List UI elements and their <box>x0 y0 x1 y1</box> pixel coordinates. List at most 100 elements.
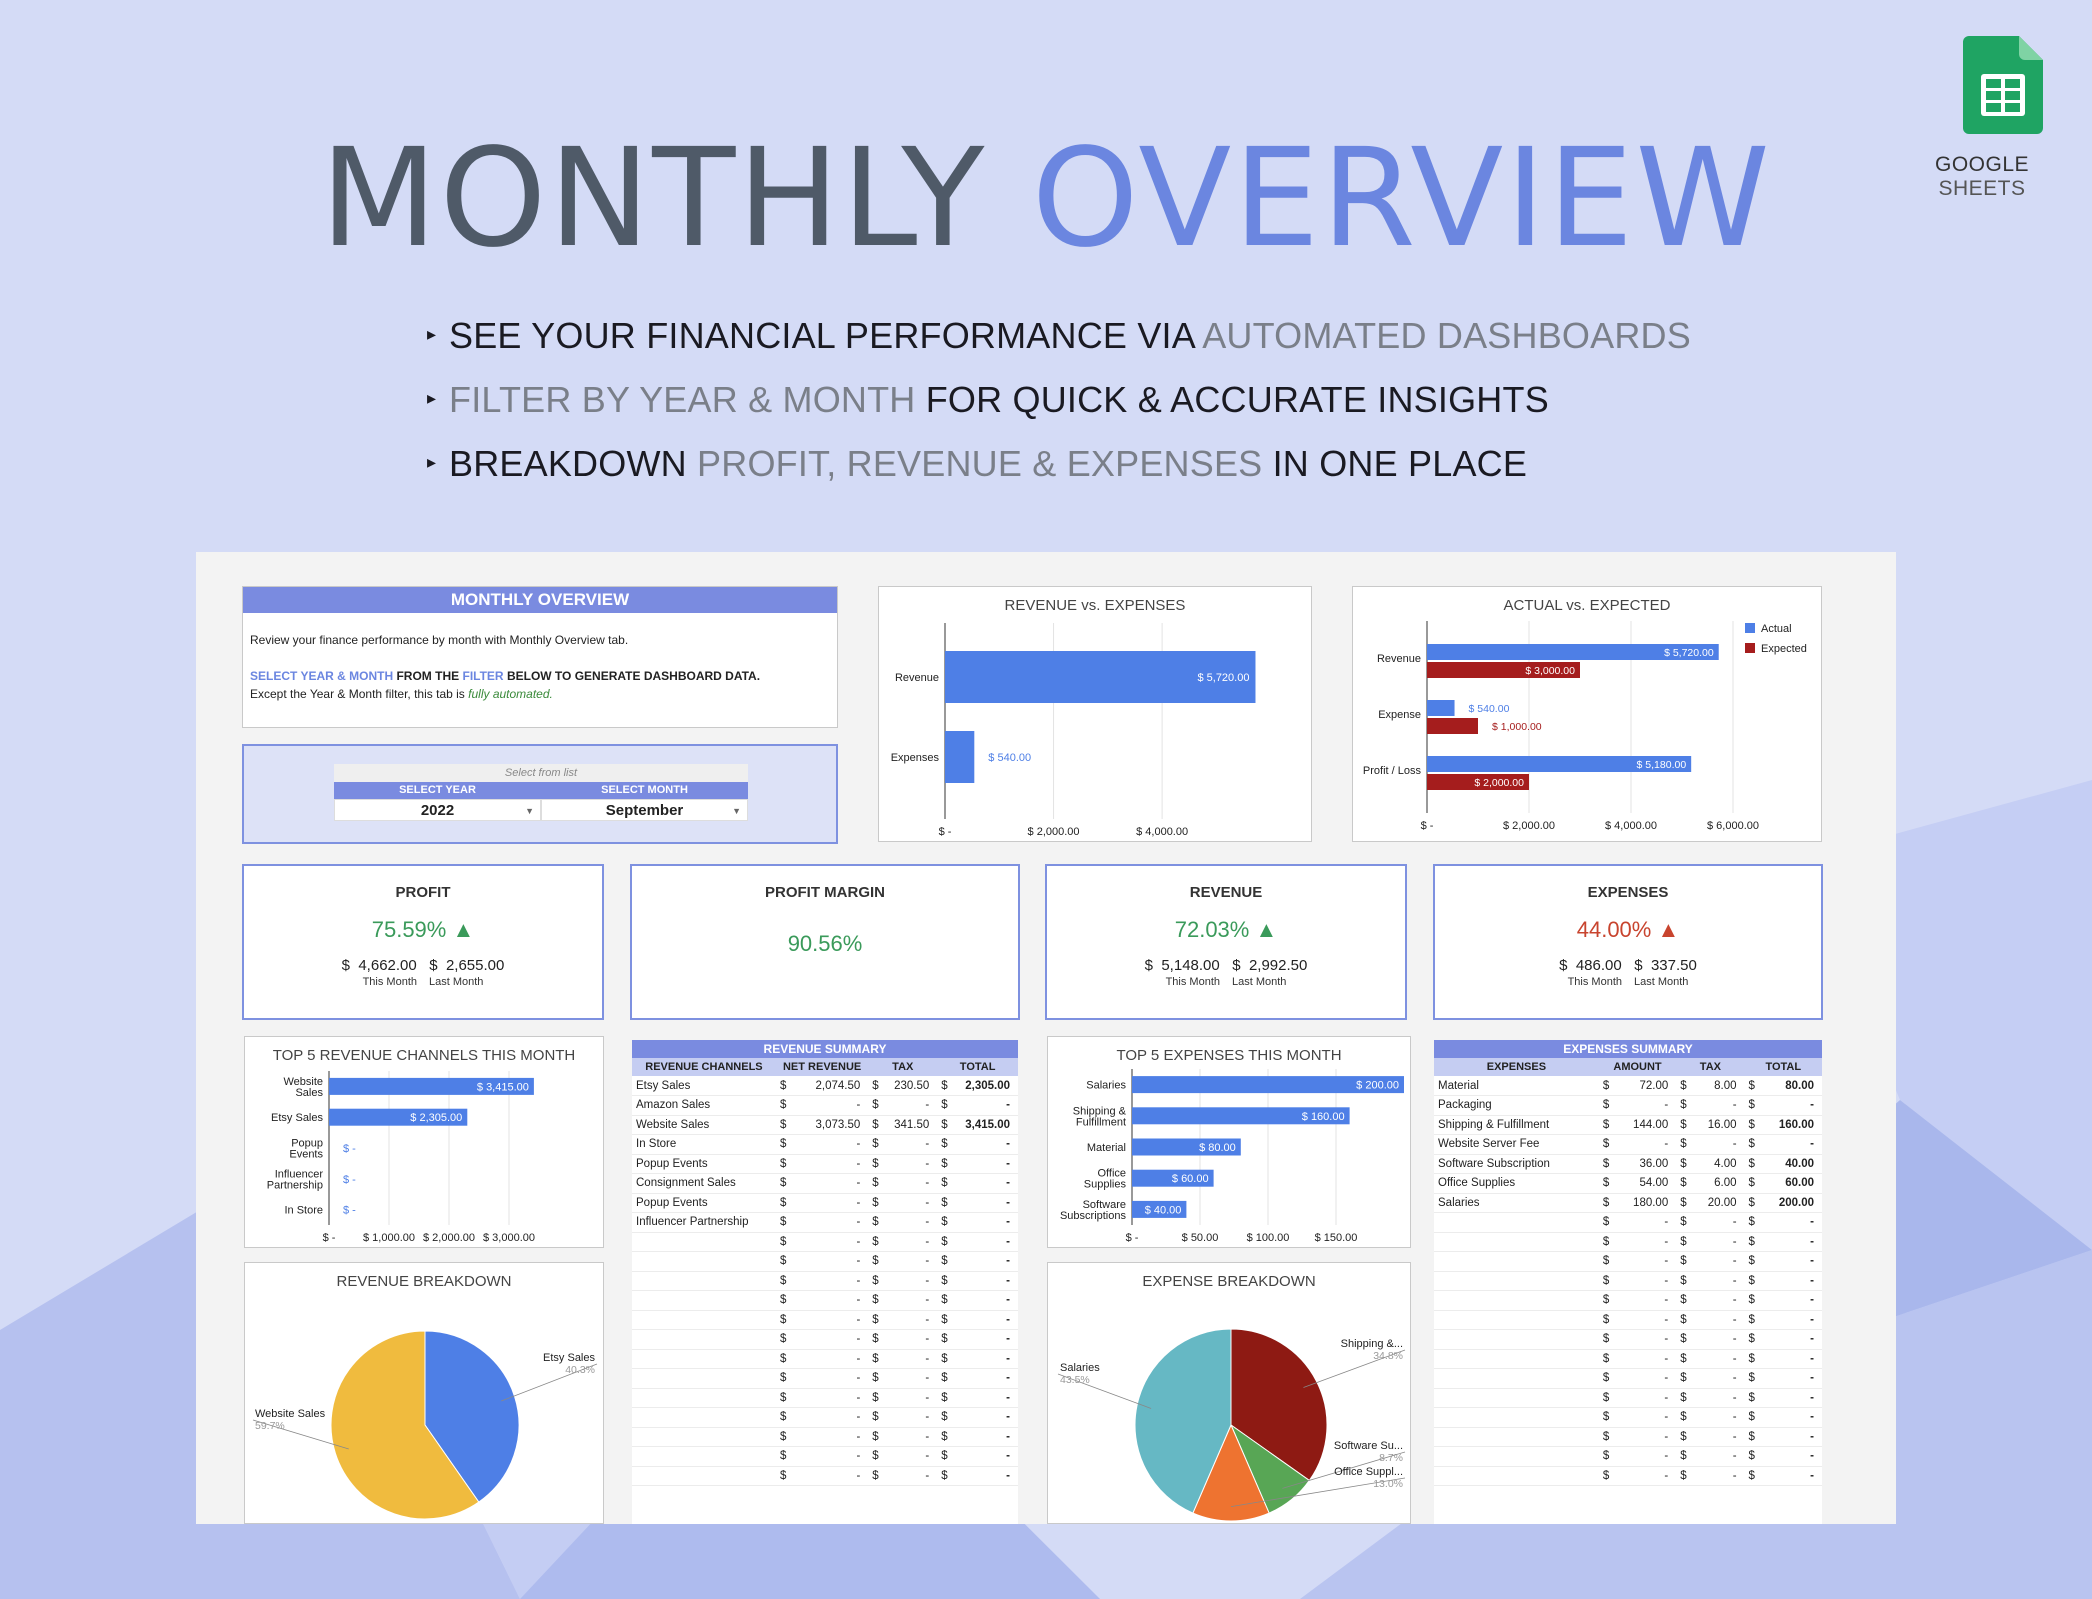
value-cell[interactable]: - <box>953 1212 1018 1233</box>
value-cell[interactable]: - <box>953 1290 1018 1311</box>
currency-cell[interactable]: $ <box>937 1368 954 1389</box>
value-cell[interactable]: - <box>953 1466 1018 1486</box>
row-label[interactable]: Popup Events <box>632 1193 776 1213</box>
currency-cell[interactable]: $ <box>868 1290 885 1311</box>
currency-cell[interactable]: $ <box>775 1076 792 1096</box>
value-cell[interactable]: - <box>953 1329 1018 1350</box>
value-cell[interactable]: - <box>884 1329 938 1350</box>
row-label[interactable]: Packaging <box>1434 1095 1599 1116</box>
month-dropdown[interactable]: September ▼ <box>541 799 748 821</box>
value-cell[interactable]: - <box>791 1407 869 1428</box>
currency-cell[interactable]: $ <box>1598 1173 1615 1194</box>
currency-cell[interactable]: $ <box>937 1427 954 1447</box>
currency-cell[interactable]: $ <box>1676 1251 1693 1272</box>
value-cell[interactable]: 144.00 <box>1614 1115 1677 1135</box>
row-label[interactable]: Website Server Fee <box>1434 1134 1599 1155</box>
value-cell[interactable]: 4.00 <box>1692 1154 1745 1174</box>
currency-cell[interactable]: $ <box>775 1329 792 1350</box>
value-cell[interactable]: - <box>791 1388 869 1408</box>
currency-cell[interactable]: $ <box>1598 1407 1615 1428</box>
currency-cell[interactable]: $ <box>868 1212 885 1233</box>
value-cell[interactable]: - <box>1614 1466 1677 1486</box>
value-cell[interactable]: - <box>884 1212 938 1233</box>
currency-cell[interactable]: $ <box>1598 1290 1615 1311</box>
currency-cell[interactable]: $ <box>937 1193 954 1213</box>
value-cell[interactable]: 160.00 <box>1760 1115 1822 1135</box>
row-label[interactable] <box>1434 1388 1599 1408</box>
currency-cell[interactable]: $ <box>1598 1251 1615 1272</box>
row-label[interactable]: Influencer Partnership <box>632 1212 776 1233</box>
currency-cell[interactable]: $ <box>868 1115 885 1135</box>
value-cell[interactable]: - <box>1760 1251 1822 1272</box>
value-cell[interactable]: 20.00 <box>1692 1193 1745 1213</box>
currency-cell[interactable]: $ <box>1598 1329 1615 1350</box>
value-cell[interactable]: - <box>884 1368 938 1389</box>
value-cell[interactable]: - <box>1692 1095 1745 1116</box>
value-cell[interactable]: 36.00 <box>1614 1154 1677 1174</box>
value-cell[interactable]: 80.00 <box>1760 1076 1822 1096</box>
row-label[interactable] <box>1434 1251 1599 1272</box>
value-cell[interactable]: - <box>791 1427 869 1447</box>
row-label[interactable] <box>632 1232 776 1252</box>
value-cell[interactable]: - <box>1760 1349 1822 1369</box>
value-cell[interactable]: - <box>1760 1271 1822 1291</box>
value-cell[interactable]: 40.00 <box>1760 1154 1822 1174</box>
currency-cell[interactable]: $ <box>1744 1388 1761 1408</box>
row-label[interactable]: Salaries <box>1434 1193 1599 1213</box>
value-cell[interactable]: - <box>1760 1232 1822 1252</box>
currency-cell[interactable]: $ <box>1676 1290 1693 1311</box>
value-cell[interactable]: - <box>884 1349 938 1369</box>
currency-cell[interactable]: $ <box>868 1193 885 1213</box>
value-cell[interactable]: - <box>884 1407 938 1428</box>
value-cell[interactable]: - <box>791 1446 869 1467</box>
value-cell[interactable]: 2,305.00 <box>953 1076 1018 1096</box>
value-cell[interactable]: 8.00 <box>1692 1076 1745 1096</box>
currency-cell[interactable]: $ <box>775 1095 792 1116</box>
value-cell[interactable]: - <box>953 1427 1018 1447</box>
value-cell[interactable]: - <box>884 1290 938 1311</box>
currency-cell[interactable]: $ <box>1744 1407 1761 1428</box>
row-label[interactable] <box>1434 1212 1599 1233</box>
row-label[interactable] <box>632 1388 776 1408</box>
currency-cell[interactable]: $ <box>1744 1251 1761 1272</box>
value-cell[interactable]: - <box>884 1134 938 1155</box>
value-cell[interactable]: - <box>791 1349 869 1369</box>
currency-cell[interactable]: $ <box>937 1446 954 1467</box>
value-cell[interactable]: - <box>884 1310 938 1330</box>
currency-cell[interactable]: $ <box>1744 1154 1761 1174</box>
currency-cell[interactable]: $ <box>1598 1466 1615 1486</box>
currency-cell[interactable]: $ <box>1744 1310 1761 1330</box>
value-cell[interactable]: 54.00 <box>1614 1173 1677 1194</box>
currency-cell[interactable]: $ <box>937 1349 954 1369</box>
value-cell[interactable]: - <box>1692 1329 1745 1350</box>
currency-cell[interactable]: $ <box>775 1310 792 1330</box>
value-cell[interactable]: - <box>953 1407 1018 1428</box>
currency-cell[interactable]: $ <box>937 1310 954 1330</box>
currency-cell[interactable]: $ <box>1744 1329 1761 1350</box>
value-cell[interactable]: - <box>1760 1446 1822 1467</box>
currency-cell[interactable]: $ <box>1744 1134 1761 1155</box>
value-cell[interactable]: 200.00 <box>1760 1193 1822 1213</box>
currency-cell[interactable]: $ <box>1744 1290 1761 1311</box>
row-label[interactable]: Material <box>1434 1076 1599 1096</box>
value-cell[interactable]: - <box>1692 1134 1745 1155</box>
value-cell[interactable]: - <box>953 1173 1018 1194</box>
value-cell[interactable]: - <box>953 1349 1018 1369</box>
currency-cell[interactable]: $ <box>868 1427 885 1447</box>
value-cell[interactable]: - <box>1614 1368 1677 1389</box>
currency-cell[interactable]: $ <box>1744 1427 1761 1447</box>
value-cell[interactable]: 3,073.50 <box>791 1115 869 1135</box>
currency-cell[interactable]: $ <box>1676 1310 1693 1330</box>
currency-cell[interactable]: $ <box>1676 1271 1693 1291</box>
currency-cell[interactable]: $ <box>868 1446 885 1467</box>
currency-cell[interactable]: $ <box>937 1212 954 1233</box>
currency-cell[interactable]: $ <box>1676 1232 1693 1252</box>
value-cell[interactable]: - <box>953 1232 1018 1252</box>
currency-cell[interactable]: $ <box>1744 1271 1761 1291</box>
row-label[interactable]: Shipping & Fulfillment <box>1434 1115 1599 1135</box>
value-cell[interactable]: - <box>1614 1232 1677 1252</box>
currency-cell[interactable]: $ <box>937 1134 954 1155</box>
row-label[interactable] <box>632 1310 776 1330</box>
currency-cell[interactable]: $ <box>937 1290 954 1311</box>
value-cell[interactable]: - <box>1614 1212 1677 1233</box>
